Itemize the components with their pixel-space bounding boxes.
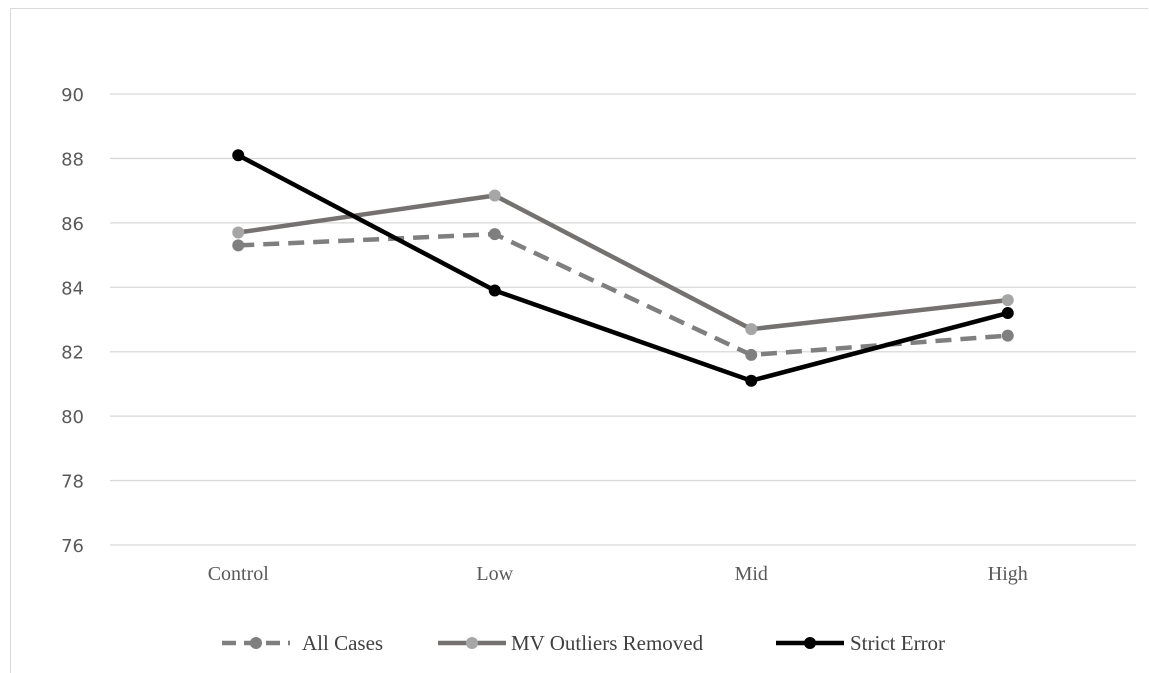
y-tick-label: 86: [61, 214, 84, 235]
series-line: [237, 153, 1009, 383]
x-axis-ticks: Control Low Mid High: [208, 563, 1028, 585]
y-tick-label: 76: [61, 536, 84, 557]
legend-item: Strict Error: [776, 631, 945, 655]
data-point: [1001, 294, 1014, 307]
legend: All Cases MV Outliers Removed Strict Error: [222, 631, 945, 655]
x-tick-label: Mid: [735, 563, 768, 585]
y-tick-label: 84: [61, 278, 84, 299]
legend-item: All Cases: [222, 631, 383, 655]
legend-label: All Cases: [302, 631, 383, 655]
chart-frame: [10, 8, 1148, 673]
legend-swatch-marker: [804, 637, 816, 649]
y-tick-label: 80: [61, 407, 84, 428]
data-point: [745, 374, 758, 387]
data-point: [745, 323, 758, 336]
x-tick-label: Low: [476, 563, 513, 585]
series-line: [237, 193, 1009, 332]
data-point: [488, 228, 501, 241]
x-tick-label: Control: [208, 563, 270, 585]
gridlines: [110, 93, 1136, 546]
legend-swatch-marker: [466, 637, 478, 649]
data-point: [488, 189, 501, 202]
y-tick-label: 78: [61, 472, 84, 493]
legend-label: Strict Error: [850, 631, 945, 655]
data-point: [232, 226, 245, 239]
data-point: [488, 284, 501, 297]
y-tick-label: 88: [61, 149, 84, 170]
data-point: [1001, 329, 1014, 342]
data-point: [1001, 307, 1014, 320]
y-tick-label: 90: [61, 85, 84, 106]
y-axis-ticks: 76 78 80 82 84 86 88 90: [61, 85, 84, 557]
series-all-cases: [232, 228, 1014, 361]
series-lines: [232, 149, 1014, 387]
y-tick-label: 82: [61, 343, 84, 364]
series-line: [238, 231, 1008, 358]
legend-swatch-marker: [250, 637, 262, 649]
data-point: [232, 149, 245, 162]
series-strict-error: [232, 149, 1014, 387]
data-point: [745, 348, 758, 361]
series-mv-outliers-removed: [232, 189, 1014, 336]
legend-label: MV Outliers Removed: [511, 631, 704, 655]
data-point: [232, 239, 245, 252]
legend-item: MV Outliers Removed: [438, 631, 704, 655]
x-tick-label: High: [988, 563, 1028, 585]
